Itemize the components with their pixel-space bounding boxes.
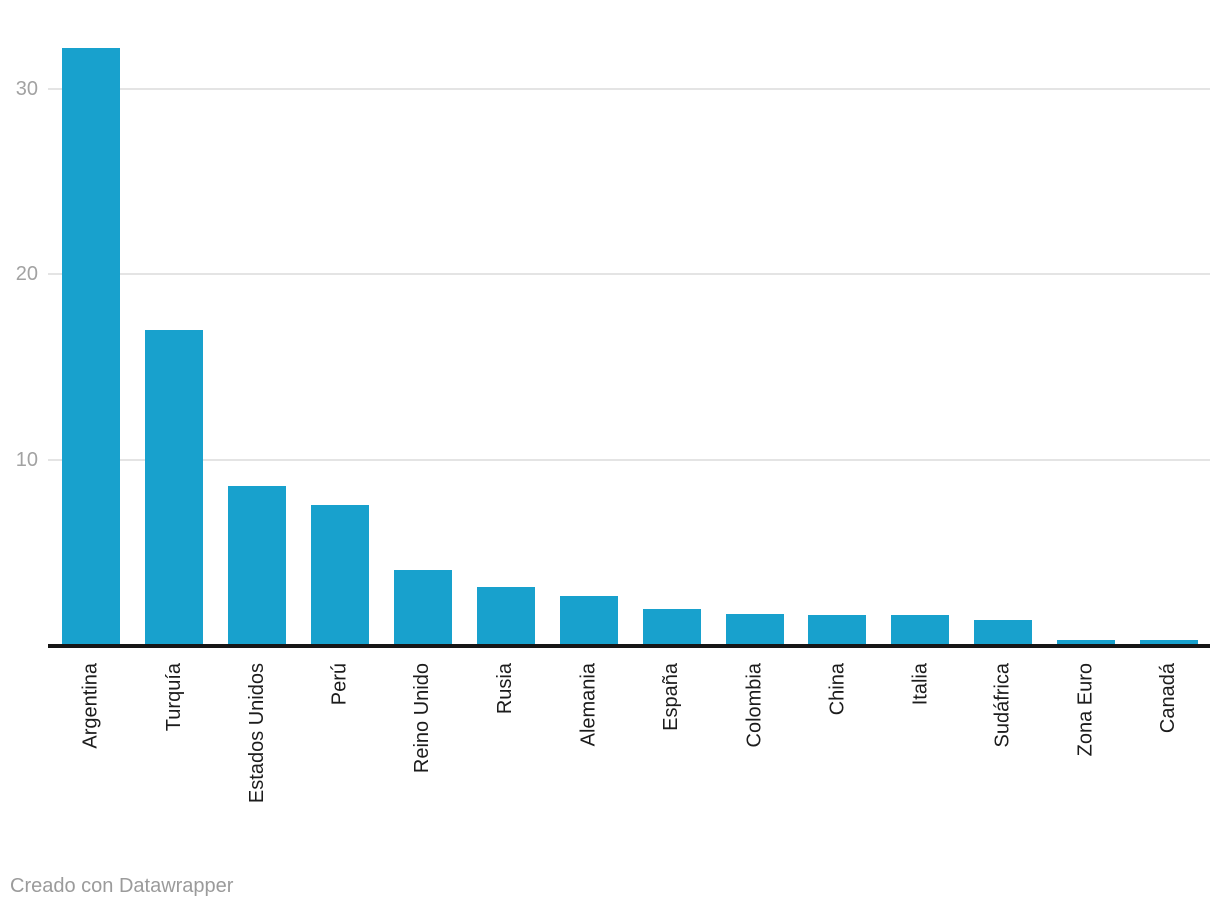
x-label-alemania: Alemania xyxy=(577,663,600,747)
x-label-zona-euro: Zona Euro xyxy=(1074,663,1097,757)
bar-zona-euro[interactable] xyxy=(1057,640,1116,646)
bar-canada[interactable] xyxy=(1140,640,1198,646)
bar-china[interactable] xyxy=(808,615,867,646)
x-label-colombia: Colombia xyxy=(743,663,765,748)
x-label-canada: Canadá xyxy=(1157,663,1180,734)
bar-colombia[interactable] xyxy=(725,614,784,646)
x-label-turquia: Turquía xyxy=(162,663,185,732)
bar-estados-unidos[interactable] xyxy=(228,486,287,646)
bar-espana[interactable] xyxy=(642,608,701,646)
x-label-china: China xyxy=(825,663,848,716)
bar-turquia[interactable] xyxy=(145,330,204,646)
gridline-30 xyxy=(48,87,1210,90)
bar-argentina[interactable] xyxy=(62,47,121,646)
gridline-20 xyxy=(48,273,1210,276)
x-label-argentina: Argentina xyxy=(79,663,102,749)
x-label-italia: Italia xyxy=(908,663,931,706)
bar-rusia[interactable] xyxy=(476,586,535,646)
bar-reino-unido[interactable] xyxy=(393,569,452,646)
y-tick-label-20: 20 xyxy=(15,263,38,286)
bar-alemania[interactable] xyxy=(559,595,618,646)
datawrapper-credit: Creado con Datawrapper xyxy=(10,875,234,897)
y-tick-label-10: 10 xyxy=(15,449,38,472)
x-label-estados-unidos: Estados Unidos xyxy=(245,663,268,804)
gridline-10 xyxy=(48,459,1210,462)
bar-sudafrica[interactable] xyxy=(974,619,1033,646)
x-label-rusia: Rusia xyxy=(494,663,517,715)
x-label-peru: Perú xyxy=(328,663,351,706)
x-axis-line xyxy=(48,644,1210,648)
x-label-reino-unido: Reino Unido xyxy=(411,663,434,774)
x-label-sudafrica: Sudáfrica xyxy=(991,663,1014,748)
bar-italia[interactable] xyxy=(891,615,950,646)
x-label-espana: España xyxy=(660,663,683,731)
bar-peru[interactable] xyxy=(311,504,369,646)
y-tick-label-30: 30 xyxy=(15,77,38,100)
